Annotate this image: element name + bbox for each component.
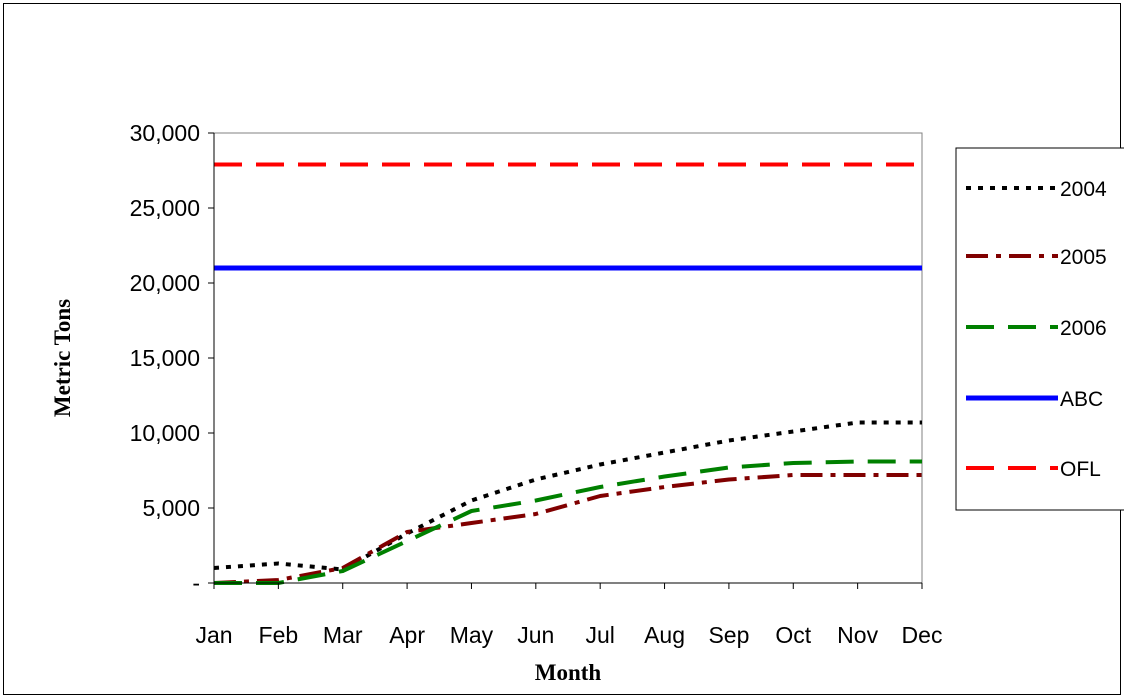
- x-tick-label: Oct: [775, 622, 811, 648]
- chart-frame: [3, 3, 1121, 695]
- legend-label-abc: ABC: [1060, 388, 1103, 411]
- series-layer: [213, 162, 922, 585]
- x-tick-label: Dec: [902, 622, 943, 648]
- series-line-2005: [213, 473, 922, 585]
- plot-area: [213, 132, 923, 584]
- x-tick-label: May: [450, 622, 494, 648]
- legend-label-ofl: OFL: [1060, 458, 1101, 481]
- legend: 2004 2005 2006 ABC OFL: [955, 147, 1124, 511]
- legend-label-2005: 2005: [1060, 246, 1107, 269]
- y-axis-ticks: - 5,000 10,000 15,000 20,000 25,000 30,000: [130, 120, 214, 596]
- y-tick-label: -: [192, 570, 200, 596]
- x-tick-label: Nov: [837, 622, 878, 648]
- legend-label-2004: 2004: [1060, 178, 1107, 201]
- x-tick-label: Mar: [323, 622, 363, 648]
- x-axis-ticks: Jan Feb Mar Apr May Jun Jul Aug Sep Oct Nov Dec: [195, 583, 942, 648]
- y-tick-label: 10,000: [130, 420, 200, 446]
- y-tick-label: 30,000: [130, 120, 200, 146]
- y-tick-label: 5,000: [142, 495, 200, 521]
- x-tick-label: Feb: [259, 622, 299, 648]
- x-tick-label: Aug: [644, 622, 685, 648]
- x-tick-label: Sep: [708, 622, 749, 648]
- x-tick-label: Jan: [195, 622, 232, 648]
- y-axis-title: Metric Tons: [50, 299, 75, 417]
- series-line-2006: [214, 459, 922, 585]
- y-tick-label: 20,000: [130, 270, 200, 296]
- series-line-2004: [213, 420, 922, 572]
- x-tick-label: Jul: [585, 622, 614, 648]
- legend-label-2006: 2006: [1060, 317, 1107, 340]
- x-axis-title: Month: [535, 660, 602, 685]
- x-tick-label: Jun: [517, 622, 554, 648]
- y-tick-label: 25,000: [130, 195, 200, 221]
- y-tick-label: 15,000: [130, 345, 200, 371]
- x-tick-label: Apr: [389, 622, 425, 648]
